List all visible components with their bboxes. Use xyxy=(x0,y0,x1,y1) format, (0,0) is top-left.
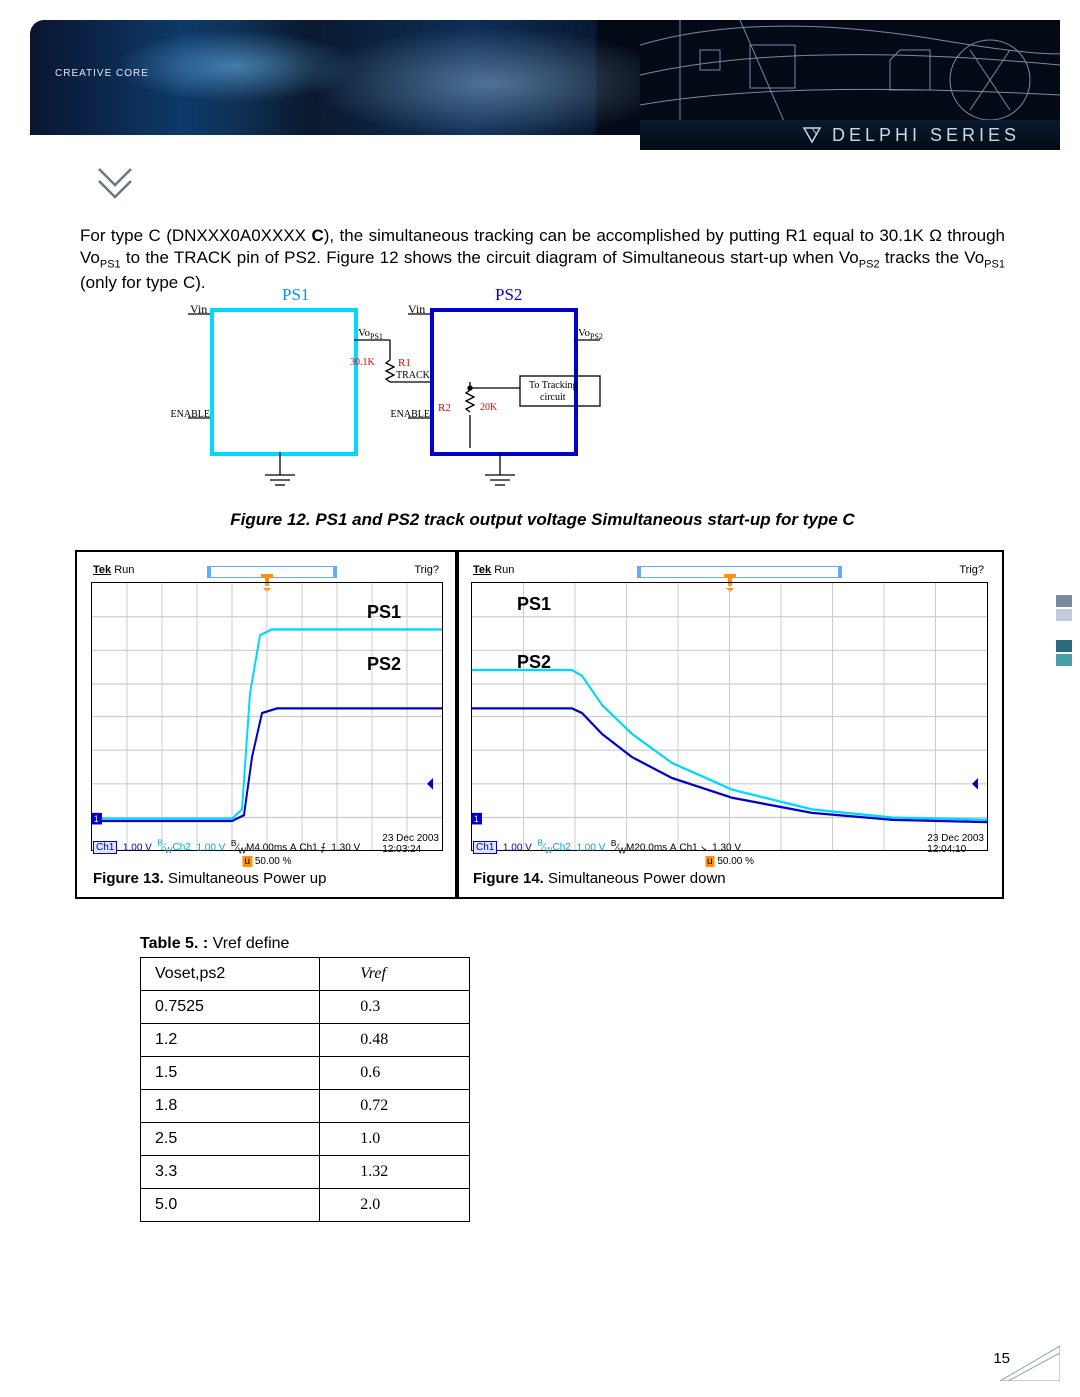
table-cell: 1.5 xyxy=(141,1057,320,1090)
svg-text:1: 1 xyxy=(474,814,479,825)
figure-12-caption: Figure 12. PS1 and PS2 track output volt… xyxy=(80,510,1005,530)
margin-square-icon xyxy=(1056,654,1072,666)
vops1-label: VoPS1 xyxy=(358,327,383,341)
banner-line-art xyxy=(640,20,1060,135)
series-title-bar: DELPHI SERIES xyxy=(640,120,1060,150)
figure-13-panel: Tek Run Trig? 1 PS1 PS2 Ch1 1.00 V B⁄WCh… xyxy=(75,550,459,899)
scope-footer: Ch1 1.00 V B⁄WCh2 1.00 V B⁄WM20.0ms A Ch… xyxy=(473,838,986,855)
scope-timestamp: 23 Dec 200312:03:24 xyxy=(382,833,439,855)
vin-label: Vin xyxy=(190,302,207,317)
chevron-down-icon xyxy=(95,165,135,201)
table-cell: 0.72 xyxy=(320,1090,470,1123)
table-cell: 0.7525 xyxy=(141,991,320,1024)
table-cell: 0.6 xyxy=(320,1057,470,1090)
table-cell: 0.48 xyxy=(320,1024,470,1057)
table-header: Voset,ps2 xyxy=(141,958,320,991)
trigger-bar-icon xyxy=(637,566,842,578)
table-cell: 1.32 xyxy=(320,1156,470,1189)
ps1-trace-label: PS1 xyxy=(517,594,551,615)
vin-label-2: Vin xyxy=(408,302,425,317)
r1-label: R1 xyxy=(398,357,411,369)
trig-label: Trig? xyxy=(414,564,439,576)
svg-text:circuit: circuit xyxy=(540,392,566,403)
r1-value: 30.1K xyxy=(350,357,375,368)
svg-text:To Tracking: To Tracking xyxy=(529,380,577,391)
figure-13-caption: Figure 13. Simultaneous Power up xyxy=(93,870,326,887)
figure-14-caption: Figure 14. Simultaneous Power down xyxy=(473,870,726,887)
scope-timestamp: 23 Dec 200312:04:10 xyxy=(927,833,984,855)
table-header: Vref xyxy=(320,958,470,991)
page-corner-icon xyxy=(1000,1341,1060,1381)
ps2-trace-label: PS2 xyxy=(517,652,551,673)
table-cell: 5.0 xyxy=(141,1189,320,1222)
enable-label-2: ENABLE xyxy=(375,409,430,420)
table-cell: 1.2 xyxy=(141,1024,320,1057)
table-cell: 0.3 xyxy=(320,991,470,1024)
series-title: DELPHI SERIES xyxy=(832,125,1020,146)
tek-run-label: Tek Run xyxy=(473,564,514,576)
figure-14-panel: Tek Run Trig? 1 PS1 PS2 Ch1 1.00 V B⁄WCh… xyxy=(455,550,1004,899)
header-banner: CREATIVE CORE xyxy=(30,20,1060,135)
figure-12-circuit: PS1 PS2 xyxy=(180,290,820,495)
trig-label: Trig? xyxy=(959,564,984,576)
table-cell: 2.5 xyxy=(141,1123,320,1156)
enable-label-1: ENABLE xyxy=(155,409,210,420)
table-5-title: Table 5. : Vref define xyxy=(140,935,289,953)
scope-percent: u 50.00 % xyxy=(242,856,291,867)
table-cell: 1.8 xyxy=(141,1090,320,1123)
nabla-icon xyxy=(802,125,822,145)
margin-square-icon xyxy=(1056,595,1072,607)
brand-mark: CREATIVE CORE xyxy=(55,68,149,79)
ps1-trace-label: PS1 xyxy=(367,602,401,623)
r2-label: R2 xyxy=(438,402,451,414)
r2-value: 20K xyxy=(480,402,497,413)
tek-run-label: Tek Run xyxy=(93,564,134,576)
table-cell: 3.3 xyxy=(141,1156,320,1189)
paragraph-type-c: For type C (DNXXX0A0XXXX C), the simulta… xyxy=(80,225,1005,295)
vops2-label: VoPS2 xyxy=(578,327,603,341)
ps2-trace-label: PS2 xyxy=(367,654,401,675)
table-5: Voset,ps2Vref 0.75250.31.20.481.50.61.80… xyxy=(140,957,470,1222)
table-cell: 1.0 xyxy=(320,1123,470,1156)
table-cell: 2.0 xyxy=(320,1189,470,1222)
scope-percent: u 50.00 % xyxy=(705,856,754,867)
margin-square-icon xyxy=(1056,640,1072,652)
svg-text:1: 1 xyxy=(94,814,99,825)
track-label: TRACK xyxy=(396,370,430,381)
margin-square-icon xyxy=(1056,609,1072,621)
scope-grid: 1 xyxy=(471,582,988,851)
